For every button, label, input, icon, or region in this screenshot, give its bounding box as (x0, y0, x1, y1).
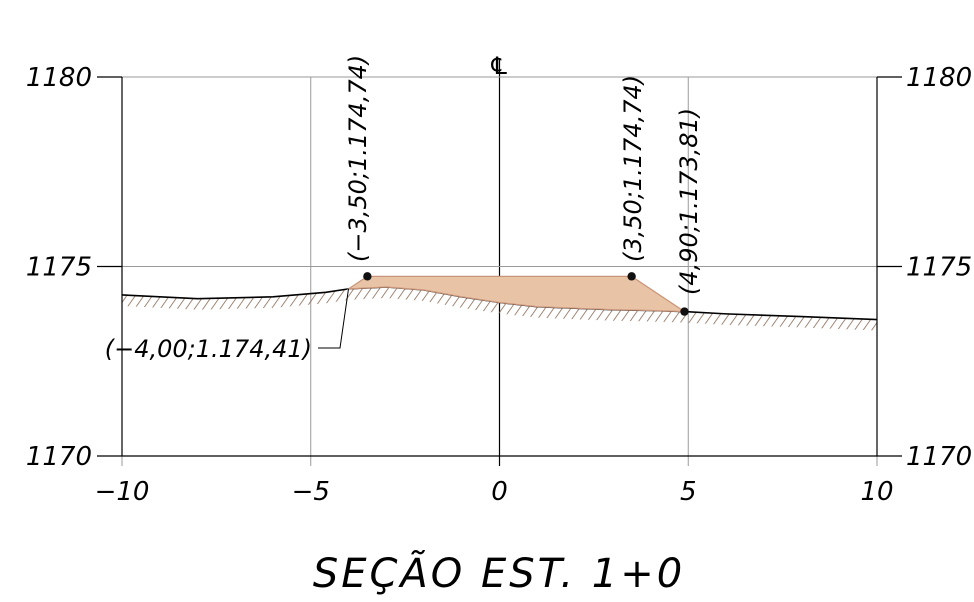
x-tick-label: 5 (680, 477, 697, 507)
point-marker (627, 272, 636, 281)
y-tick-label-right: 1170 (906, 442, 972, 472)
x-tick-label: −10 (95, 477, 150, 507)
labels: (−3,50;1.174,74) (3,50;1.174,74) (4,90;1.1… (105, 55, 703, 363)
point-label: (4,90;1.173,81) (675, 108, 703, 295)
point-marker (363, 272, 372, 281)
x-tick-label: 10 (860, 477, 893, 507)
y-tick-label-left: 1170 (26, 442, 92, 472)
y-tick-label-left: 1180 (26, 63, 92, 93)
y-tick-label-right: 1175 (906, 253, 972, 283)
y-tick-label-left: 1175 (26, 253, 92, 283)
centerline-symbol: ℄ (488, 52, 510, 80)
point-label: (−4,00;1.174,41) (105, 335, 312, 363)
y-tick-label-right: 1180 (906, 63, 972, 93)
point-marker (680, 307, 689, 316)
point-label: (3,50;1.174,74) (619, 75, 647, 262)
x-tick-label: 0 (491, 477, 508, 507)
ground-hatch (122, 286, 877, 331)
point-label: (−3,50;1.174,74) (344, 55, 372, 262)
axes: −10 −5 0 5 10 1180 1180 1175 1175 1170 1170 (26, 63, 972, 507)
section-title: SEÇÃO EST. 1+0 (313, 549, 685, 597)
x-tick-label: −5 (292, 477, 330, 507)
leader-line (318, 288, 349, 349)
grid (112, 58, 887, 466)
